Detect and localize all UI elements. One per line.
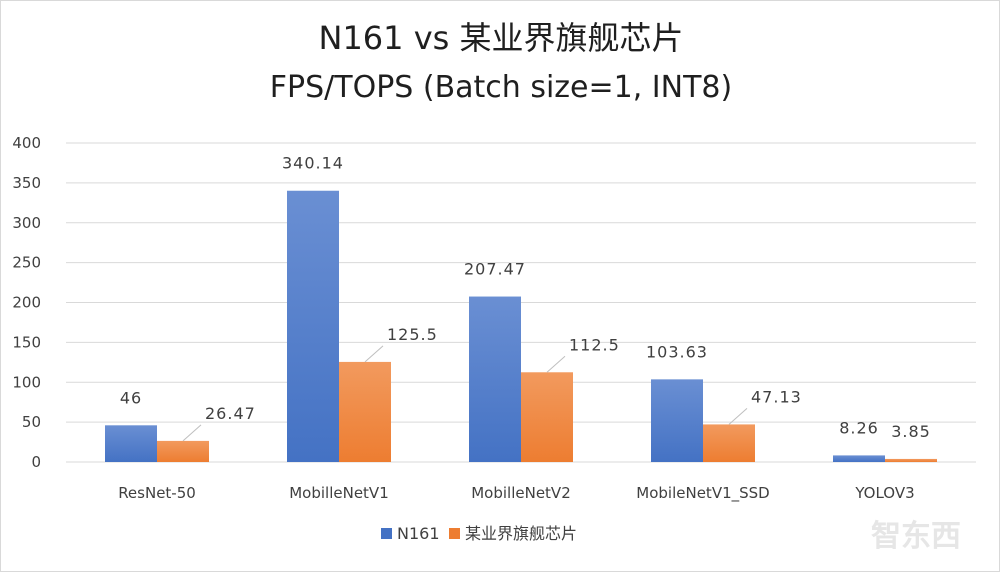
- x-tick-label: MobilleNetV2: [471, 484, 571, 502]
- bar-competitor: [157, 440, 209, 462]
- bar-competitor: [339, 361, 391, 462]
- data-label: 3.85: [891, 422, 931, 441]
- legend-label: 某业界旗舰芯片: [465, 524, 577, 543]
- leader-line: [364, 345, 384, 363]
- legend-swatch: [449, 528, 460, 539]
- leader-line: [546, 355, 566, 373]
- legend-swatch: [381, 528, 392, 539]
- data-labels: 46 26.47 340.14 125.5 207.47 112.5 103.63 47.13…: [120, 154, 931, 442]
- y-tick-label: 0: [31, 453, 41, 471]
- y-tick-label: 300: [12, 214, 41, 232]
- data-label: 8.26: [839, 418, 879, 437]
- bar-n161: [833, 455, 885, 462]
- x-tick-label: MobileNetV1_SSD: [636, 484, 769, 503]
- data-label: 46: [120, 388, 142, 407]
- leader-line: [728, 408, 748, 425]
- bar-competitor: [521, 372, 573, 462]
- data-label: 125.5: [387, 325, 438, 344]
- chart-title: N161 vs 某业界旗舰芯片: [319, 19, 684, 57]
- legend-label: N161: [397, 524, 440, 543]
- data-label: 47.13: [751, 387, 802, 406]
- leader-line: [182, 424, 202, 442]
- bar-competitor: [703, 424, 755, 462]
- y-tick-label: 50: [22, 413, 41, 431]
- watermark-logo: 智东西: [871, 519, 961, 554]
- bar-n161: [469, 296, 521, 462]
- y-tick-label: 350: [12, 174, 41, 192]
- data-label: 112.5: [569, 335, 620, 354]
- x-tick-label: ResNet-50: [118, 484, 196, 502]
- chart-subtitle: FPS/TOPS (Batch size=1, INT8): [270, 70, 732, 105]
- y-tick-label: 250: [12, 254, 41, 272]
- x-tick-label: YOLOV3: [854, 484, 914, 502]
- data-label: 103.63: [646, 342, 708, 361]
- x-tick-label: MobilleNetV1: [289, 484, 389, 502]
- bar-n161: [287, 190, 339, 463]
- data-label: 207.47: [464, 260, 526, 279]
- x-axis-ticks: ResNet-50 MobilleNetV1 MobilleNetV2 MobileN…: [118, 484, 914, 503]
- y-tick-label: 150: [12, 333, 41, 351]
- bar-n161: [651, 379, 703, 462]
- bars: [105, 190, 937, 463]
- bar-n161: [105, 425, 157, 462]
- y-tick-label: 400: [12, 134, 41, 152]
- y-axis-ticks: 0 50 100 150 200 250 300 350 400: [12, 134, 41, 471]
- data-label: 340.14: [282, 154, 344, 173]
- y-tick-label: 100: [12, 373, 41, 391]
- y-tick-label: 200: [12, 294, 41, 312]
- legend: N161 某业界旗舰芯片: [381, 524, 577, 543]
- bar-competitor: [885, 458, 937, 462]
- data-label: 26.47: [205, 404, 256, 423]
